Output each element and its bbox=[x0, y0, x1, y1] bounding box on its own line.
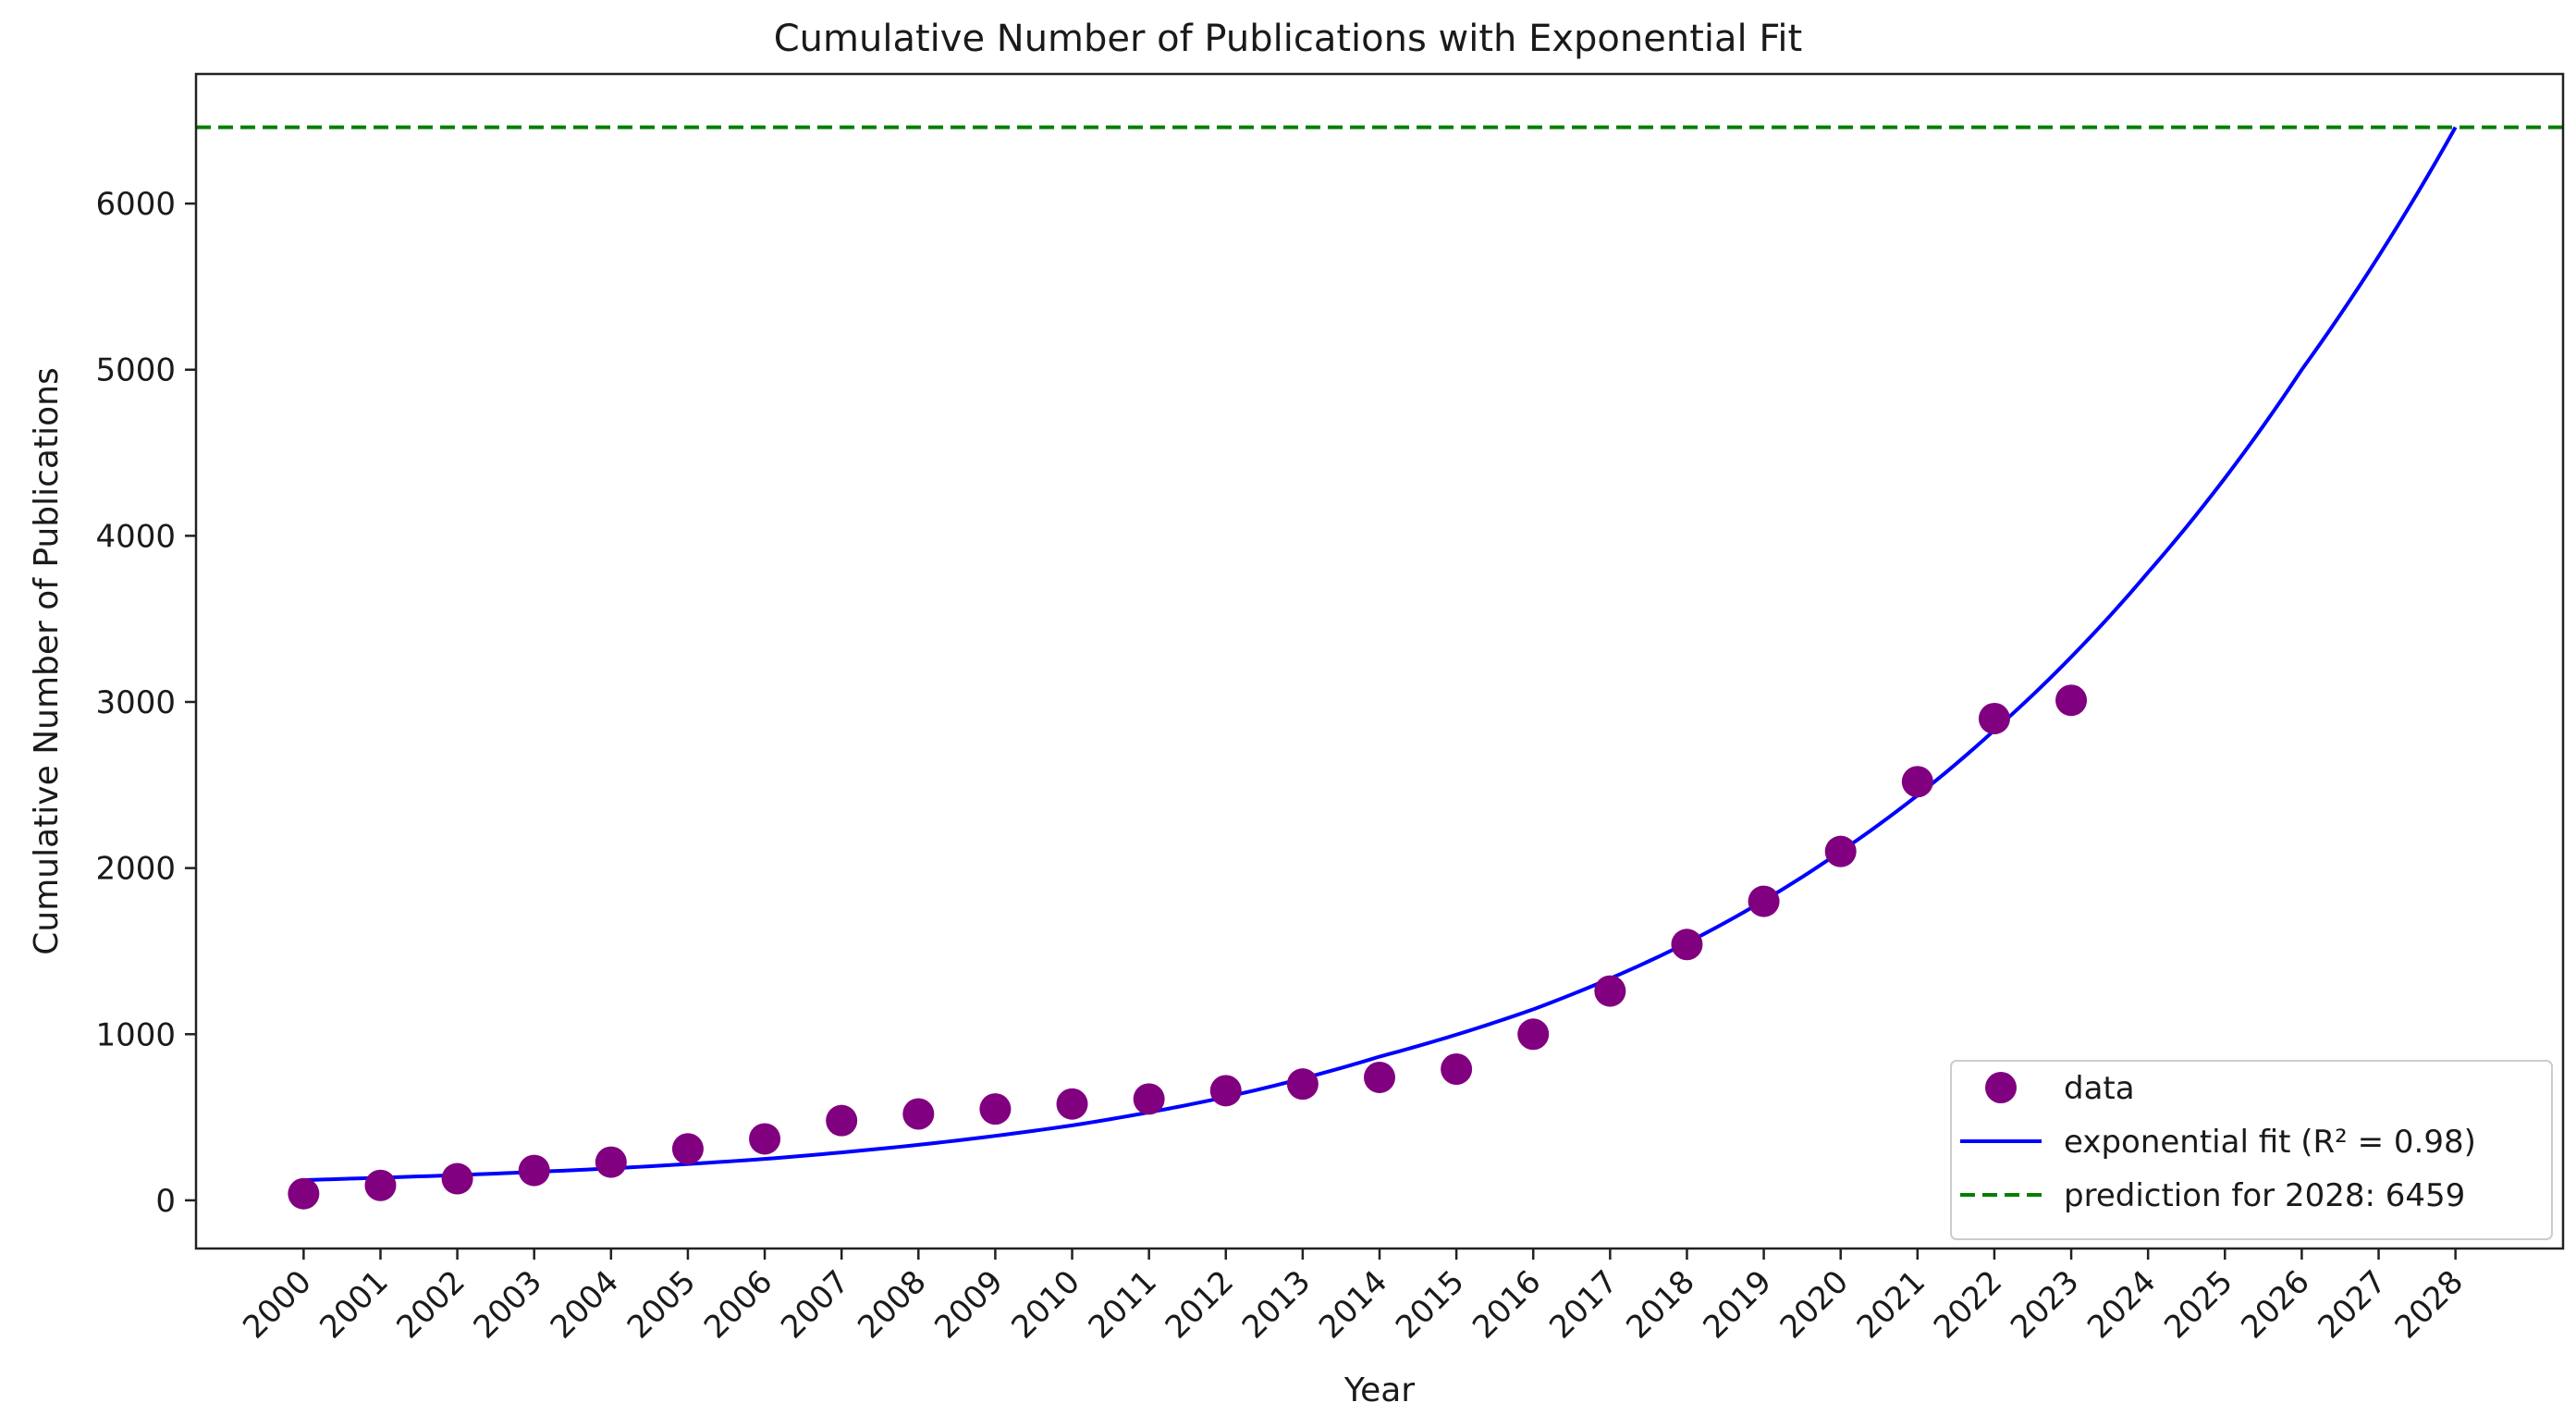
x-tick-label: 2000 bbox=[236, 1263, 318, 1346]
legend-marker-data bbox=[1985, 1072, 2017, 1103]
y-tick-label: 2000 bbox=[95, 851, 176, 888]
y-tick-label: 0 bbox=[155, 1183, 176, 1220]
y-tick-label: 3000 bbox=[95, 684, 176, 721]
x-tick-label: 2008 bbox=[851, 1263, 933, 1346]
legend: data exponential fit (R² = 0.98) predict… bbox=[1950, 1060, 2553, 1240]
x-tick-label: 2017 bbox=[1542, 1263, 1625, 1346]
data-point bbox=[1594, 975, 1626, 1007]
fit-curve bbox=[303, 126, 2458, 1182]
data-point bbox=[1441, 1052, 1473, 1085]
x-tick-label: 2027 bbox=[2311, 1263, 2393, 1346]
x-tick-label: 2003 bbox=[467, 1263, 549, 1346]
data-point bbox=[288, 1177, 320, 1210]
x-tick-label: 2001 bbox=[313, 1263, 395, 1346]
data-point bbox=[902, 1098, 935, 1130]
x-tick-label: 2014 bbox=[1312, 1263, 1394, 1346]
data-points-layer bbox=[288, 684, 2088, 1210]
x-tick-label: 2011 bbox=[1082, 1263, 1164, 1346]
data-point bbox=[595, 1146, 627, 1178]
x-tick-label: 2024 bbox=[2080, 1263, 2163, 1346]
data-point bbox=[1517, 1018, 1550, 1051]
x-tick-label: 2009 bbox=[927, 1263, 1010, 1346]
data-point bbox=[749, 1123, 781, 1155]
data-point bbox=[1133, 1083, 1165, 1115]
data-point bbox=[1056, 1088, 1088, 1120]
data-point bbox=[671, 1133, 704, 1165]
x-tick-label: 2012 bbox=[1159, 1263, 1241, 1346]
y-tick-label: 4000 bbox=[95, 518, 176, 555]
legend-label-prediction: prediction for 2028: 6459 bbox=[2064, 1177, 2465, 1214]
data-point bbox=[441, 1163, 473, 1195]
x-tick-label: 2018 bbox=[1619, 1263, 1701, 1346]
x-tick-label: 2015 bbox=[1389, 1263, 1471, 1346]
x-axis-title: Year bbox=[1343, 1372, 1415, 1409]
x-tick-label: 2016 bbox=[1466, 1263, 1548, 1346]
data-point bbox=[1286, 1068, 1319, 1101]
plot-area bbox=[196, 125, 2563, 1210]
data-point bbox=[1824, 835, 1857, 867]
data-point bbox=[1364, 1061, 1395, 1093]
x-axis: 2000200120022003200420052006200720082009… bbox=[236, 1249, 2471, 1347]
x-tick-label: 2004 bbox=[544, 1263, 626, 1346]
x-tick-label: 2021 bbox=[1850, 1263, 1932, 1346]
data-point bbox=[364, 1169, 397, 1201]
data-point bbox=[979, 1093, 1012, 1126]
y-axis: 0 1000 2000 3000 4000 5000 6000 bbox=[95, 186, 196, 1220]
legend-label-fit: exponential fit (R² = 0.98) bbox=[2064, 1124, 2476, 1161]
x-tick-label: 2002 bbox=[389, 1263, 472, 1346]
y-tick-label: 1000 bbox=[95, 1016, 176, 1053]
x-tick-label: 2022 bbox=[1927, 1263, 2009, 1346]
x-tick-label: 2028 bbox=[2388, 1263, 2471, 1346]
data-point bbox=[1748, 885, 1780, 917]
legend-label-data: data bbox=[2064, 1070, 2135, 1107]
x-tick-label: 2010 bbox=[1004, 1263, 1086, 1346]
x-tick-label: 2019 bbox=[1696, 1263, 1778, 1346]
data-point bbox=[518, 1154, 550, 1187]
x-tick-label: 2006 bbox=[697, 1263, 779, 1346]
fit-line-layer bbox=[303, 126, 2458, 1182]
data-point bbox=[826, 1104, 858, 1137]
chart-title: Cumulative Number of Publications with E… bbox=[774, 18, 1802, 60]
data-point bbox=[1901, 766, 1933, 798]
x-tick-label: 2020 bbox=[1773, 1263, 1856, 1346]
data-point bbox=[1671, 929, 1703, 961]
x-tick-label: 2025 bbox=[2157, 1263, 2239, 1346]
data-point bbox=[1978, 702, 2010, 734]
y-tick-label: 5000 bbox=[95, 352, 176, 389]
y-axis-title: Cumulative Number of Publications bbox=[28, 367, 66, 954]
data-point bbox=[1209, 1075, 1242, 1107]
x-tick-label: 2023 bbox=[2004, 1263, 2086, 1346]
x-tick-label: 2013 bbox=[1235, 1263, 1318, 1346]
x-tick-label: 2005 bbox=[620, 1263, 703, 1346]
data-point bbox=[2055, 684, 2088, 717]
legend-box bbox=[1950, 1060, 2553, 1240]
y-tick-label: 6000 bbox=[95, 186, 176, 223]
x-tick-label: 2007 bbox=[774, 1263, 856, 1346]
x-tick-label: 2026 bbox=[2234, 1263, 2316, 1346]
